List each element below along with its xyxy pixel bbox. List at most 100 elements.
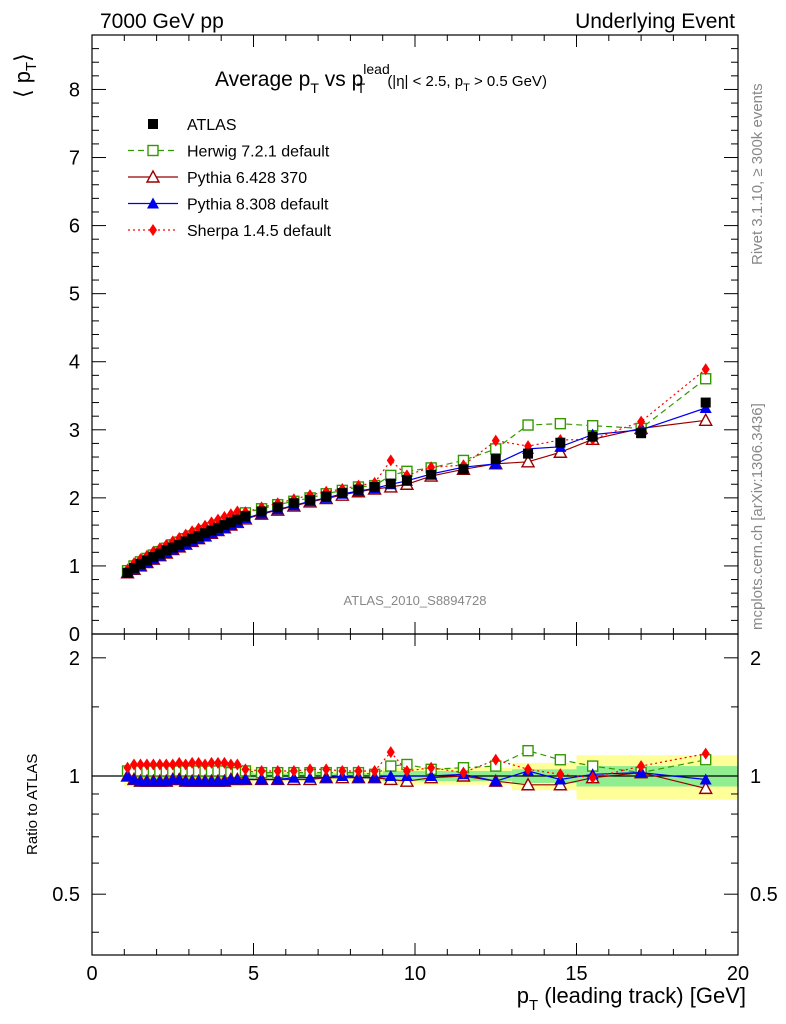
ratio-point [168, 758, 177, 771]
data-point [206, 525, 217, 536]
data-point [180, 536, 191, 547]
ratio-point [459, 766, 468, 779]
data-point [219, 520, 230, 531]
ratio-point [338, 764, 347, 777]
data-point [385, 478, 396, 489]
legend-label: Sherpa 1.4.5 default [187, 223, 332, 240]
legend-label: Pythia 6.428 370 [187, 170, 307, 187]
legend-label: Pythia 8.308 default [187, 197, 329, 214]
data-point [587, 431, 598, 442]
data-point [233, 505, 242, 518]
ratio-point [520, 777, 536, 791]
ratio-point [194, 756, 203, 769]
ratio-point [698, 780, 713, 795]
ratio-y-tick-label-right: 2 [750, 648, 761, 670]
ratio-plot-frame [91, 633, 739, 956]
ratio-y-tick-label: 1 [69, 766, 80, 788]
data-point [458, 464, 469, 475]
data-point [232, 514, 243, 525]
ratio-point [255, 773, 268, 785]
data-point [701, 363, 710, 376]
ratio-point [425, 770, 438, 782]
data-point [491, 434, 500, 447]
ratio-point [181, 758, 190, 771]
data-point [256, 506, 267, 517]
data-point [369, 481, 380, 492]
data-point [187, 533, 198, 544]
ratio-point [522, 745, 534, 757]
y-axis-label-ratio: Ratio to ATLAS [24, 754, 41, 855]
legend-label: Herwig 7.2.1 default [187, 144, 330, 161]
series-line-2 [127, 419, 706, 574]
ratio-point [287, 771, 300, 783]
data-point [490, 454, 501, 465]
y-tick-label: 1 [69, 556, 80, 578]
data-point [321, 491, 332, 502]
legend-entry-3: Pythia 8.308 default [128, 197, 329, 214]
ratio-y-tick-label: 0.5 [52, 884, 80, 906]
ratio-point [129, 758, 138, 771]
ratio-point [556, 768, 565, 781]
ratio-series-4 [123, 746, 710, 784]
ratio-point [306, 763, 315, 776]
ratio-point [121, 770, 134, 782]
legend-marker [147, 144, 159, 157]
ratio-point [427, 761, 436, 774]
ratio-point [588, 771, 597, 784]
legend-entry-2: Pythia 6.428 370 [128, 169, 307, 187]
data-point [554, 417, 567, 430]
data-point [122, 567, 133, 578]
legend-marker [148, 119, 158, 129]
ratio-point [385, 760, 397, 772]
data-point [154, 548, 165, 559]
data-point [128, 562, 139, 573]
ratio-y-tick-label-right: 1 [750, 766, 761, 788]
ratio-point [354, 764, 363, 777]
ratio-point [239, 773, 252, 785]
ratio-point [123, 761, 132, 774]
ratio-point [368, 771, 381, 783]
data-point [426, 469, 437, 480]
legend-entry-0: ATLAS [148, 117, 237, 134]
ratio-point [322, 763, 331, 776]
data-point [698, 412, 713, 426]
legend-entry-1: Herwig 7.2.1 default [128, 144, 330, 161]
x-axis-label: pT (leading track) [GeV] [517, 983, 746, 1014]
series-4 [123, 363, 710, 576]
x-tick-label: 15 [565, 963, 587, 985]
ratio-point [289, 764, 298, 777]
ratio-point [635, 766, 648, 778]
ratio-point [554, 754, 567, 766]
data-point [141, 555, 152, 566]
ratio-point [489, 775, 502, 787]
data-point [240, 511, 251, 522]
ratio-point [257, 764, 266, 777]
data-point [161, 545, 172, 556]
y-axis-label-main: ⟨ pT⟩ [10, 53, 40, 98]
ratio-point [701, 747, 710, 760]
legend-entry-4: Sherpa 1.4.5 default [128, 223, 332, 240]
data-point [272, 502, 283, 513]
data-point [200, 528, 211, 539]
header-right: Underlying Event [575, 10, 735, 33]
ratio-point [491, 753, 500, 766]
x-tick-label: 10 [404, 963, 426, 985]
y-tick-label: 3 [69, 420, 80, 442]
data-point [555, 437, 566, 448]
ratio-point [304, 771, 317, 783]
data-point [700, 397, 711, 408]
y-tick-label: 4 [69, 352, 80, 374]
data-point [386, 454, 395, 467]
ratio-point [384, 770, 397, 782]
data-point [520, 454, 536, 468]
chart-title: Average pT vs plead T (|η| < 2.5, pT > 0.5… [215, 61, 547, 96]
y-tick-label: 7 [69, 148, 80, 170]
y-tick-label: 0 [69, 624, 80, 646]
ratio-point [402, 764, 411, 777]
mcplots-label: mcplots.cern.ch [arXiv:1306.3436] [749, 403, 766, 630]
series-line-4 [127, 368, 707, 570]
ratio-point [142, 758, 151, 771]
y-tick-label: 8 [69, 79, 80, 101]
ratio-point [241, 763, 250, 776]
